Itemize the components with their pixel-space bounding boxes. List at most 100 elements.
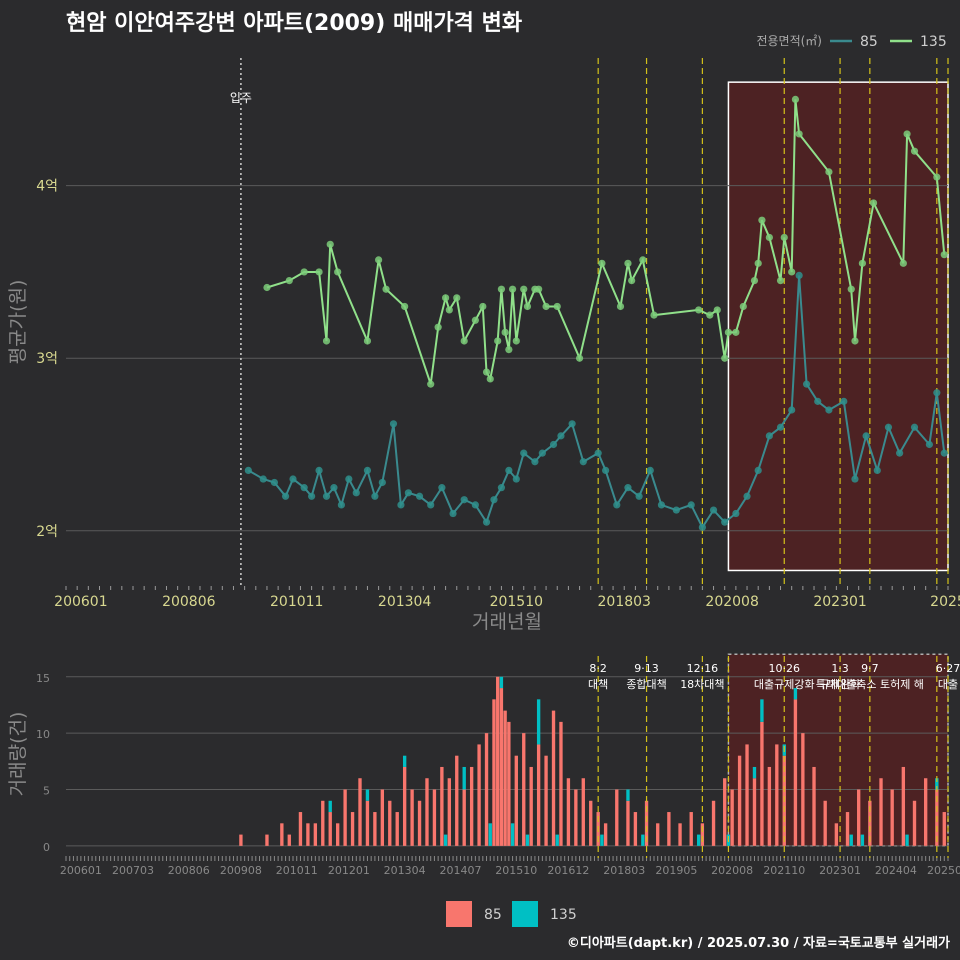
bar-85: [723, 778, 727, 846]
bar-135: [328, 800, 332, 813]
bar-85: [823, 800, 827, 846]
data-point-135: [940, 251, 948, 259]
bar-85: [298, 812, 303, 846]
event-label: 특례대출축소 토허제 해: [816, 677, 924, 691]
data-point-85: [788, 406, 796, 414]
data-point-85: [940, 449, 948, 457]
bar-135: [696, 834, 701, 846]
data-point-135: [624, 259, 632, 267]
data-point-85: [259, 475, 267, 483]
data-point-85: [602, 466, 610, 474]
bar-135: [905, 834, 909, 846]
bar-85: [667, 812, 671, 846]
bar-85: [559, 721, 563, 846]
data-point-85: [330, 484, 338, 492]
data-point-85: [308, 492, 316, 500]
x-axis-label: 거래년월: [472, 611, 542, 633]
data-point-85: [687, 501, 695, 509]
x-tick-label: 201612: [547, 864, 589, 877]
data-point-135: [523, 302, 532, 311]
move-in-label: 입주: [230, 91, 252, 105]
bar-85: [603, 823, 608, 846]
data-point-85: [925, 440, 933, 449]
data-point-135: [441, 294, 450, 302]
bar-85: [700, 823, 705, 846]
bar-85: [365, 800, 370, 846]
bar-135: [536, 699, 541, 745]
legend-swatch-85: [446, 901, 472, 927]
bar-85: [801, 733, 805, 846]
bar-135: [793, 688, 798, 700]
data-point-135: [542, 302, 550, 311]
event-label: 10·26: [769, 662, 801, 675]
data-point-135: [575, 354, 584, 362]
bar-85: [388, 800, 392, 846]
data-point-85: [613, 501, 621, 509]
bar-85: [589, 800, 593, 846]
data-point-85: [512, 475, 520, 483]
data-point-85: [873, 466, 881, 474]
data-point-85: [657, 501, 666, 509]
data-point-135: [285, 276, 293, 285]
bar-135: [402, 755, 407, 767]
data-point-85: [538, 449, 546, 457]
bar-85: [626, 800, 630, 846]
bar-135: [555, 834, 559, 846]
bar-85: [287, 834, 291, 846]
data-point-85: [721, 518, 729, 526]
bar-85: [711, 800, 716, 846]
bar-85: [942, 812, 946, 846]
data-point-135: [903, 130, 911, 138]
x-tick-label: 200908: [220, 864, 262, 877]
data-point-85: [389, 420, 398, 428]
event-label: 9·13: [634, 662, 659, 675]
bar-85: [529, 766, 533, 846]
data-point-135: [427, 380, 435, 388]
bar-85: [280, 823, 284, 846]
bar-135: [499, 676, 504, 689]
event-label: 9·7: [861, 662, 879, 675]
data-point-85: [371, 492, 379, 500]
bar-85: [901, 766, 906, 846]
bar-85: [410, 789, 414, 846]
data-point-135: [851, 337, 859, 345]
y-axis-label: 거래량(건): [7, 712, 29, 797]
x-tick-label: 201407: [439, 864, 481, 877]
y-axis-label: 평균가(원): [7, 280, 29, 365]
data-point-135: [713, 306, 721, 314]
data-point-85: [624, 484, 632, 492]
data-point-135: [598, 259, 606, 267]
bar-135: [525, 834, 530, 846]
bar-85: [447, 778, 451, 846]
data-point-135: [501, 328, 509, 336]
y-tick-label: 2억: [36, 524, 58, 540]
data-point-85: [322, 492, 331, 500]
data-point-135: [434, 323, 442, 331]
bar-135: [760, 699, 764, 722]
data-point-135: [724, 328, 733, 336]
data-point-135: [505, 346, 513, 354]
bar-85: [499, 688, 504, 846]
bar-85: [912, 800, 917, 846]
legend-label-85: 85: [860, 34, 878, 50]
bar-85: [678, 823, 682, 846]
bar-85: [328, 812, 332, 846]
data-point-85: [378, 478, 386, 487]
bar-85: [730, 789, 734, 846]
bar-135: [860, 834, 865, 846]
data-point-85: [471, 501, 479, 509]
data-point-85: [438, 484, 446, 492]
bar-85: [615, 789, 619, 846]
bar-85: [496, 676, 500, 846]
data-point-135: [382, 285, 390, 293]
event-label: 종합대책: [626, 678, 666, 691]
data-point-135: [445, 306, 453, 314]
data-point-135: [858, 259, 867, 267]
data-point-85: [345, 475, 353, 483]
bar-85: [484, 733, 489, 846]
bar-85: [536, 744, 541, 846]
data-point-85: [300, 484, 308, 492]
data-point-135: [739, 302, 747, 311]
data-point-135: [765, 233, 773, 242]
